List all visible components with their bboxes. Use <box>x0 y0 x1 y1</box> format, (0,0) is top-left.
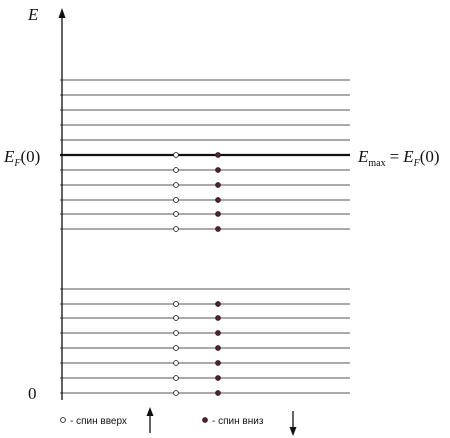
spin-up-electron <box>173 152 179 158</box>
spin-down-electron <box>215 152 221 158</box>
legend-spin-up: - спин вверх <box>70 416 127 427</box>
axis-arrowhead <box>58 8 66 18</box>
axis-label: E <box>27 5 39 24</box>
spin-up-electron <box>173 197 179 203</box>
spin-down-electron <box>215 226 221 232</box>
spin-up-electron <box>173 375 179 381</box>
spin-down-electron <box>215 301 221 307</box>
legend-spin-down: - спин вниз <box>212 416 264 427</box>
symbol: E <box>402 147 414 166</box>
spin-down-electron <box>215 390 221 396</box>
spin-up-electron <box>173 167 179 173</box>
spin-up-arrowhead <box>146 407 154 416</box>
legend-spin-down-marker <box>202 417 208 423</box>
symbol: E <box>3 147 15 166</box>
spin-down-electron <box>215 375 221 381</box>
argument: (0) <box>420 147 440 166</box>
argument: (0) <box>21 147 41 166</box>
zero-label: 0 <box>28 384 37 403</box>
energy-levels <box>60 79 350 394</box>
electrons <box>173 152 221 396</box>
spin-down-electron <box>215 211 221 217</box>
spin-up-electron <box>173 301 179 307</box>
subscript: F <box>413 158 421 169</box>
max-label: Emax = EF(0) <box>357 147 440 169</box>
legend-spin-up-marker <box>60 417 66 423</box>
fermi-label: EF(0) <box>3 147 40 169</box>
spin-up-electron <box>173 182 179 188</box>
spin-up-electron <box>173 330 179 336</box>
spin-up-electron <box>173 360 179 366</box>
subscript: F <box>13 158 21 169</box>
spin-down-electron <box>215 360 221 366</box>
spin-up-electron <box>173 226 179 232</box>
spin-down-electron <box>215 167 221 173</box>
spin-down-electron <box>215 197 221 203</box>
spin-up-electron <box>173 315 179 321</box>
subscript: max <box>368 158 385 169</box>
spin-down-arrowhead <box>289 427 297 436</box>
spin-up-electron <box>173 390 179 396</box>
spin-up-electron <box>173 345 179 351</box>
symbol: E <box>357 147 369 166</box>
spin-down-electron <box>215 330 221 336</box>
spin-up-electron <box>173 211 179 217</box>
spin-down-electron <box>215 315 221 321</box>
spin-down-electron <box>215 345 221 351</box>
equals: = <box>390 147 400 166</box>
spin-down-electron <box>215 182 221 188</box>
